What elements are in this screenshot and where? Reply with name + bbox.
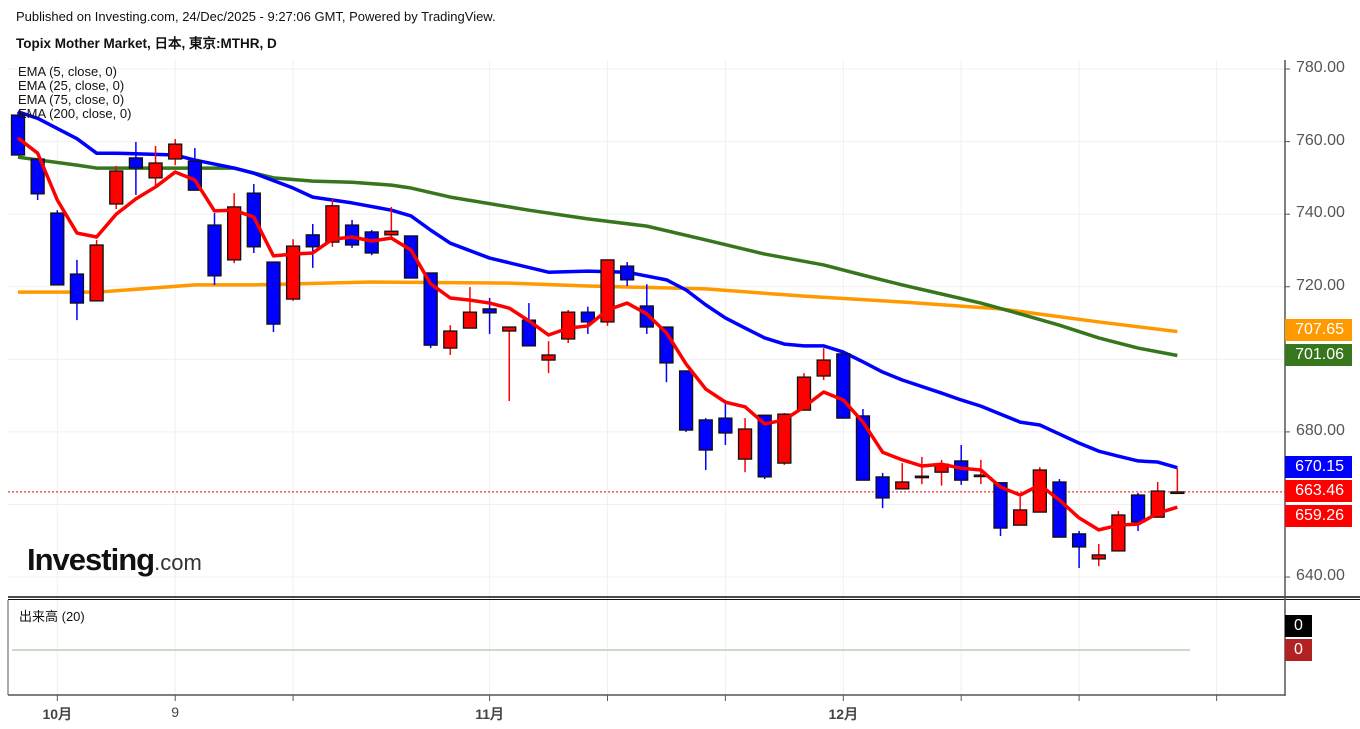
candle-up [1170,491,1185,495]
candle-up [796,376,812,411]
x-tick-label: 9 [171,704,180,720]
price-tag: 670.15 [1285,456,1352,478]
ema200-line [18,280,1178,334]
volume-tag: 0 [1285,639,1312,661]
candle-up [168,143,183,160]
candle-down [305,234,320,248]
published-note: Published on Investing.com, 24/Dec/2025 … [16,9,496,24]
candle-down [875,476,890,499]
candle-up [285,245,301,300]
candle-up [561,311,576,340]
candle-up [737,428,753,460]
candle-up [148,162,163,179]
investing-logo: Investing.com [27,542,202,577]
candle-up [816,359,831,377]
candle-down [344,224,360,246]
y-tick-label: 640.00 [1296,567,1345,585]
ema75-line [17,155,1178,358]
candle-down [128,157,144,169]
volume-label: 出来高 (20) [19,609,85,624]
candle-down [954,460,969,481]
candle-down [993,482,1008,529]
candle-down [718,417,733,434]
candle-down [50,212,65,286]
candle-down [855,415,871,481]
candle-down [678,370,694,431]
indicator-legend: EMA (5, close, 0) EMA (25, close, 0) EMA… [18,65,131,121]
candle-down [266,261,281,325]
candle-down [1052,481,1067,538]
x-tick-label: 11月 [475,706,504,722]
legend-ema200[interactable]: EMA (200, close, 0) [18,106,132,121]
ema5-line [16,136,1178,532]
chart-title: Topix Mother Market, 日本, 東京:MTHR, D [16,36,277,51]
volume-tag: 0 [1285,615,1312,637]
candle-up [1032,469,1047,513]
candle-down [30,158,45,195]
ema25-line [17,110,1178,470]
y-tick-label: 780.00 [1296,59,1345,76]
candle-up [226,206,242,261]
candle-up [384,230,399,236]
legend-ema25[interactable]: EMA (25, close, 0) [18,78,125,93]
candle-down [757,414,772,478]
y-tick-label: 740.00 [1296,204,1345,222]
price-tag: 701.06 [1285,344,1352,366]
candle-down [1130,494,1146,523]
legend-ema5[interactable]: EMA (5, close, 0) [18,64,117,79]
candle-down [10,114,26,156]
x-tick-label: 12月 [828,706,859,722]
candle-up [443,330,458,349]
candle-up [1111,514,1126,552]
candle-down [620,265,635,281]
candle-up [89,244,104,302]
candle-up [1091,554,1106,560]
candle-down [836,353,851,419]
candle-down [698,419,713,451]
y-tick-label: 680.00 [1296,421,1345,439]
candle-up [914,475,930,479]
price-tag: 659.26 [1285,505,1352,527]
candle-up [777,413,792,464]
candle-up [325,205,340,243]
legend-ema75[interactable]: EMA (75, close, 0) [18,92,125,107]
candle-up [462,311,478,329]
candle-up [1013,509,1028,526]
candle-down [580,311,595,323]
candle-up [600,259,615,323]
candle-down [423,272,438,346]
candle-down [482,308,497,314]
candle-down [69,273,85,304]
y-tick-label: 760.00 [1296,131,1345,149]
candle-up [502,326,517,332]
candle-up [541,354,556,361]
price-tag: 707.65 [1285,319,1352,341]
candle-up [109,170,124,205]
y-tick-label: 720.00 [1296,276,1345,294]
candle-down [207,224,222,277]
candle-up [895,481,910,490]
x-tick-label: 10月 [42,706,73,722]
price-tag: 663.46 [1285,480,1352,502]
candle-down [1071,533,1087,548]
